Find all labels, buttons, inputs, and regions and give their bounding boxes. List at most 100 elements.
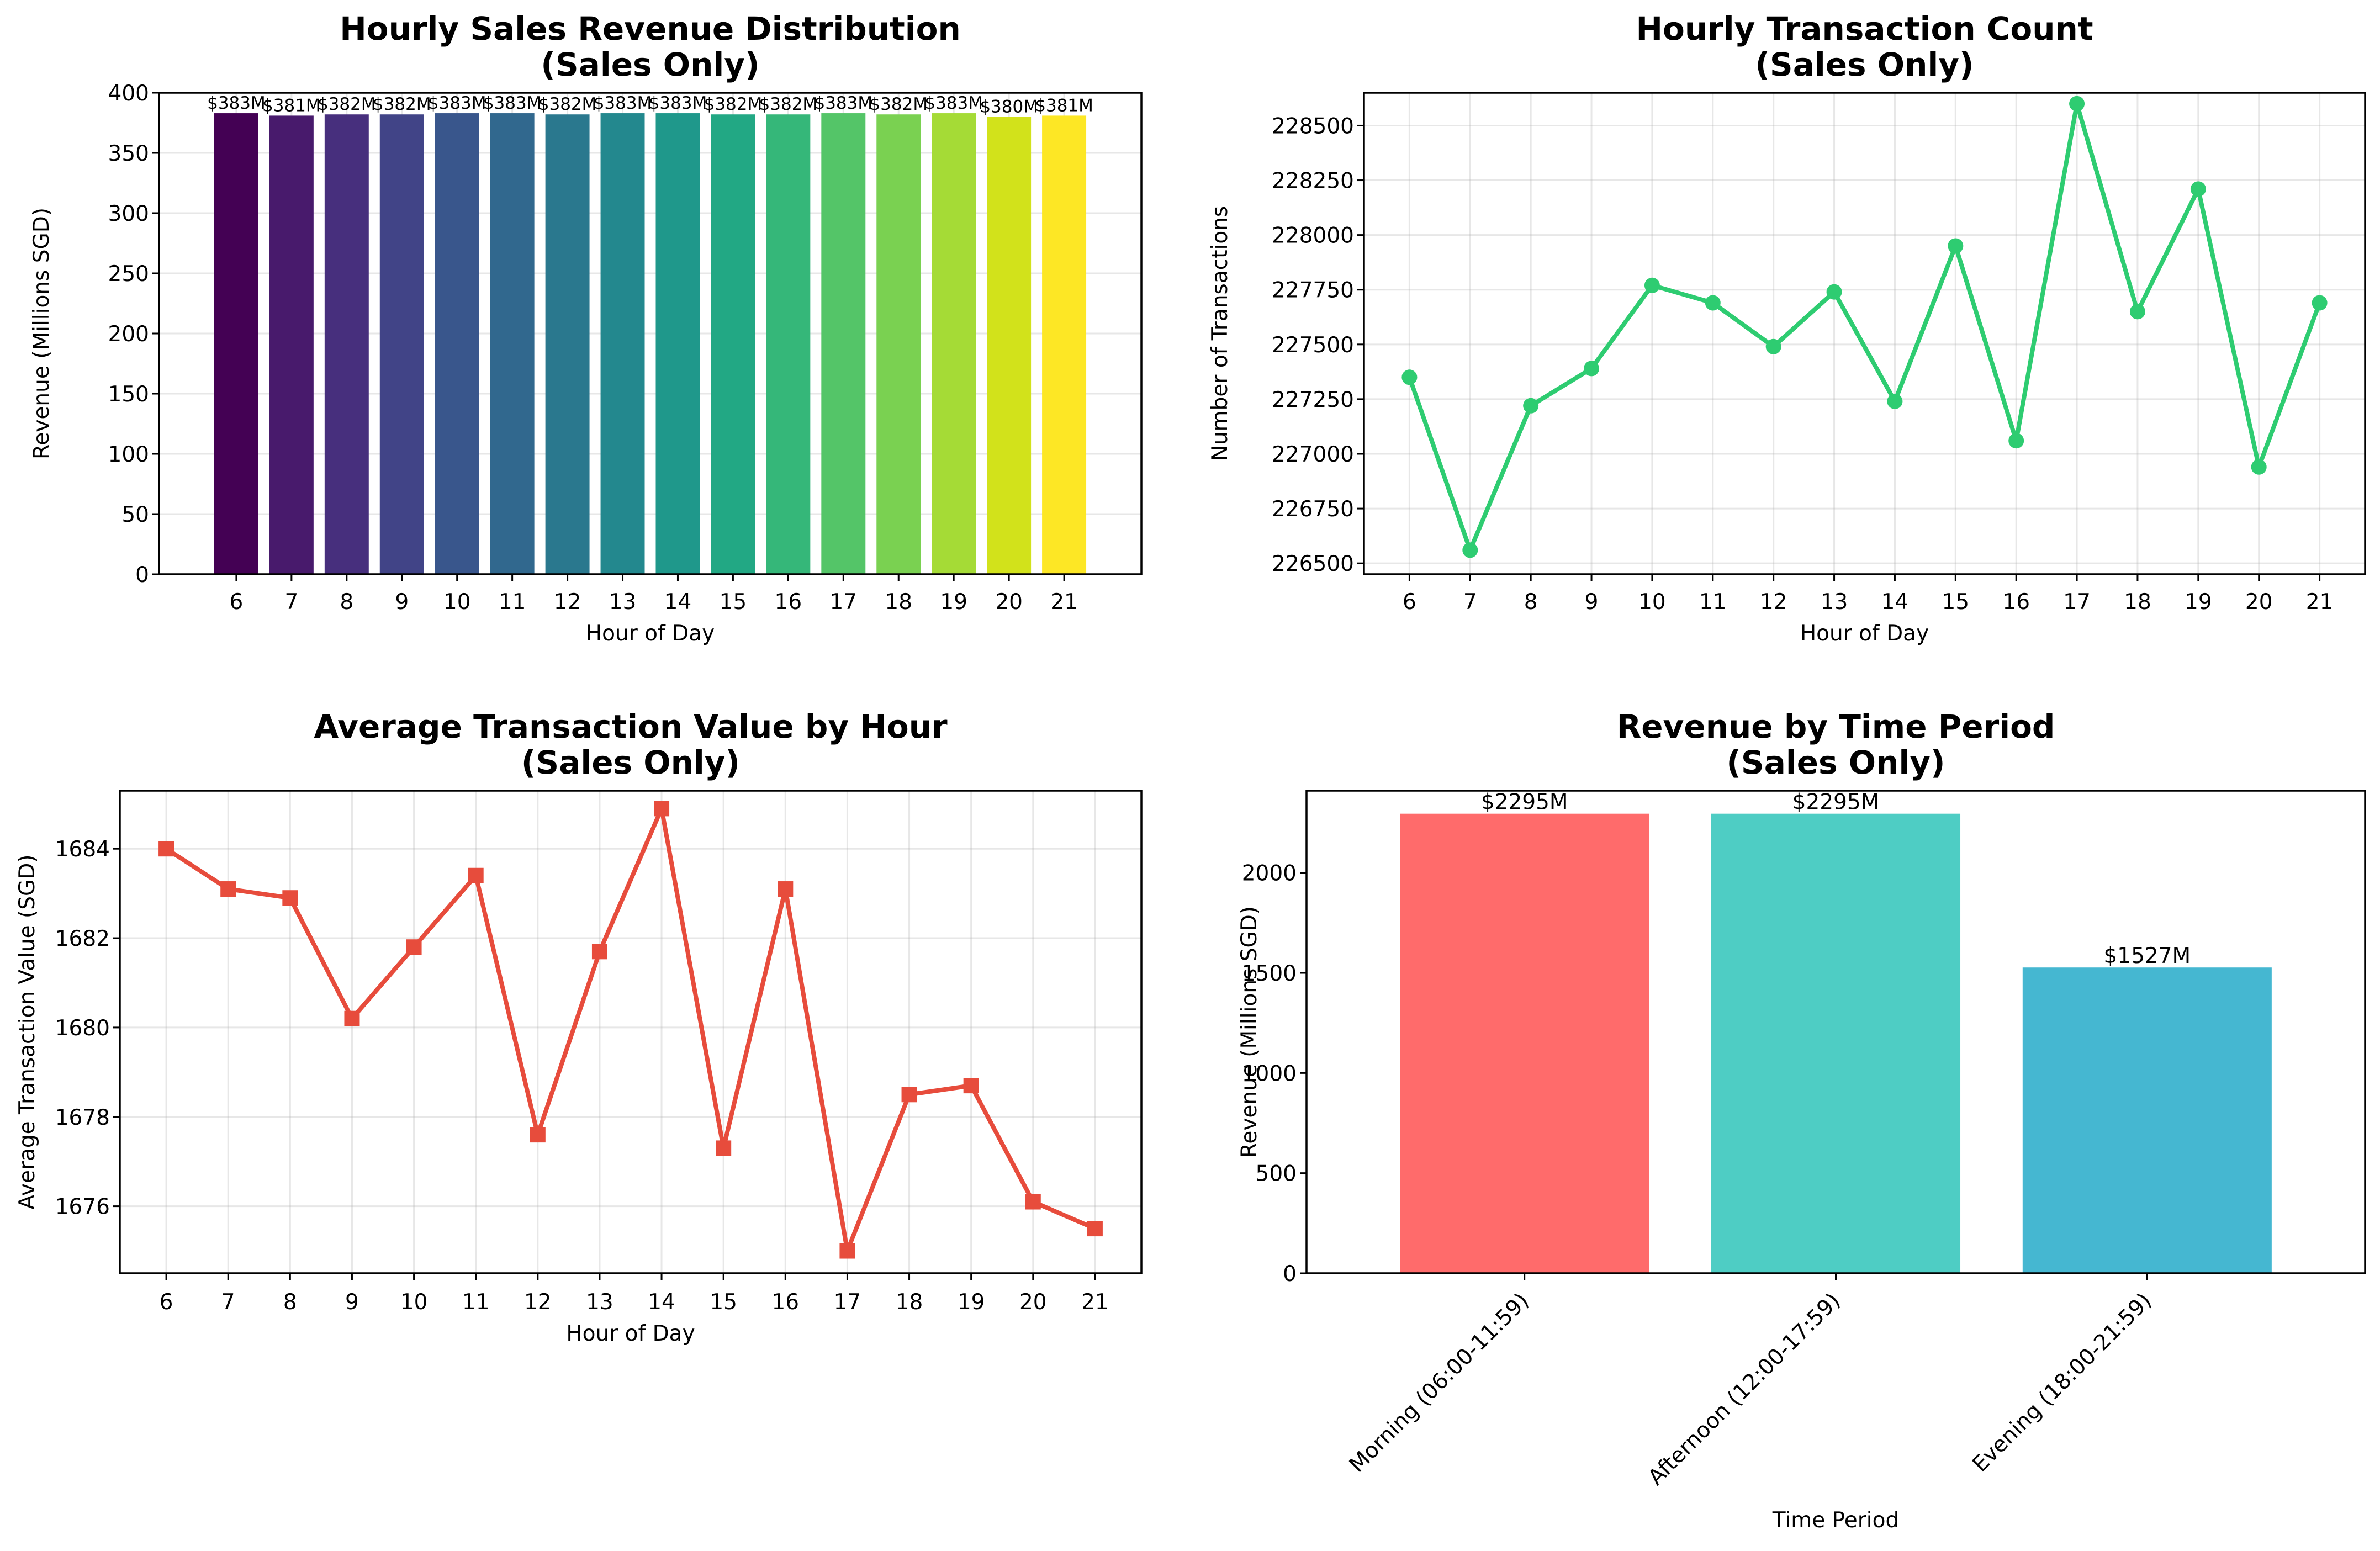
chart2-data-point <box>2312 295 2328 311</box>
chart1-bar <box>324 114 369 575</box>
chart1-bar <box>876 114 921 575</box>
chart4-ytick-label: 1500 <box>1242 961 1297 986</box>
chart1-bar <box>545 114 590 575</box>
chart1-ytick-label: 100 <box>108 442 149 467</box>
chart1-ytick-label: 150 <box>108 382 149 407</box>
chart4-bar <box>1711 813 1961 1273</box>
chart2-subtitle: (Sales Only) <box>1755 46 1974 83</box>
chart1-ytick-label: 300 <box>108 202 149 226</box>
chart3-data-point <box>1087 1221 1103 1237</box>
chart2-data-point <box>1887 393 1903 409</box>
chart2-x-axis-label: Hour of Day <box>1800 621 1929 646</box>
chart3-data-point <box>158 841 174 857</box>
chart3-data-point <box>591 944 607 960</box>
chart4-ytick-label: 500 <box>1256 1162 1297 1187</box>
chart2-xtick-label: 19 <box>2185 590 2212 615</box>
chart4-bar <box>2022 967 2272 1273</box>
chart3-xtick-label: 6 <box>160 1290 173 1315</box>
chart1-bar-value-label: $383M <box>207 93 266 113</box>
chart1-subtitle: (Sales Only) <box>541 46 759 83</box>
chart2-ytick-label: 226500 <box>1272 552 1354 576</box>
chart1-x-axis-label: Hour of Day <box>586 621 715 646</box>
chart3-xtick-label: 16 <box>771 1290 799 1315</box>
chart3-ytick-label: 1676 <box>55 1195 110 1220</box>
chart3-series-line <box>165 806 1096 1253</box>
chart2-data-point <box>1401 369 1418 385</box>
chart1-ytick-label: 350 <box>108 141 149 166</box>
chart4-bar-value-label: $1527M <box>2103 944 2191 968</box>
chart4-xtick-label: Morning (06:00-11:59) <box>1345 1288 1534 1478</box>
chart1-bar <box>379 114 424 575</box>
chart3-data-point <box>654 801 670 817</box>
chart4-y-axis-label: Revenue (Millions SGD) <box>1237 906 1262 1158</box>
chart4-ytick-label: 0 <box>1283 1262 1297 1287</box>
chart2-data-point <box>2069 96 2085 112</box>
chart1-xtick-label: 6 <box>230 590 244 615</box>
chart2-data-point <box>1462 542 1478 558</box>
chart1-bar <box>987 117 1032 575</box>
chart3-xtick-label: 13 <box>586 1290 613 1315</box>
chart1-xtick-label: 17 <box>829 590 857 615</box>
chart4-title: Revenue by Time Period <box>1617 708 2055 745</box>
chart1-xtick-label: 9 <box>395 590 409 615</box>
chart3-data-point <box>901 1087 917 1103</box>
chart2-xtick-label: 8 <box>1524 590 1538 615</box>
chart3-data-point <box>406 939 422 955</box>
chart2-y-axis-label: Number of Transactions <box>1208 206 1233 461</box>
chart2-xtick-label: 20 <box>2245 590 2273 615</box>
chart2-ytick-label: 228000 <box>1272 224 1354 248</box>
chart1-bar <box>932 113 976 574</box>
chart2-xtick-label: 16 <box>2002 590 2030 615</box>
chart1-bar <box>435 113 479 574</box>
chart2-xtick-label: 6 <box>1403 590 1416 615</box>
chart2-ytick-label: 228250 <box>1272 169 1354 194</box>
chart2-ytick-label: 226750 <box>1272 497 1354 522</box>
chart2-data-point <box>2190 181 2206 197</box>
chart3-xtick-label: 9 <box>345 1290 359 1315</box>
chart3-ytick-label: 1680 <box>55 1016 110 1041</box>
chart1-xtick-label: 8 <box>340 590 353 615</box>
chart2-xtick-label: 11 <box>1699 590 1727 615</box>
chart3-xtick-label: 10 <box>400 1290 428 1315</box>
chart1-bar <box>600 113 645 574</box>
chart3-xtick-label: 7 <box>221 1290 235 1315</box>
chart2-xtick-label: 21 <box>2306 590 2334 615</box>
chart2-data-point <box>1705 295 1721 311</box>
chart4-bar <box>1400 813 1649 1273</box>
chart1-bar-value-label: $382M <box>704 94 763 114</box>
chart1-bar <box>655 113 700 574</box>
chart2-data-point <box>1644 277 1660 293</box>
chart1-bar <box>766 114 811 575</box>
chart1-bar-value-label: $381M <box>262 96 321 115</box>
chart1-xtick-label: 21 <box>1050 590 1078 615</box>
chart3-data-point <box>530 1127 546 1143</box>
chart1-bar-value-label: $381M <box>1035 96 1093 115</box>
chart2-ytick-label: 228500 <box>1272 114 1354 139</box>
chart1-xtick-label: 11 <box>499 590 526 615</box>
chart3-xtick-label: 12 <box>524 1290 552 1315</box>
chart4-ytick-label: 2000 <box>1242 861 1297 886</box>
chart1-bar-value-label: $383M <box>924 93 983 113</box>
chart2-ytick-label: 227750 <box>1272 278 1354 303</box>
chart2-data-point <box>1523 398 1539 414</box>
chart1-ytick-label: 200 <box>108 322 149 347</box>
chart2-xtick-label: 18 <box>2124 590 2151 615</box>
chart1-bar <box>214 113 258 574</box>
chart3-data-point <box>778 881 794 897</box>
chart1-xtick-label: 15 <box>720 590 747 615</box>
chart1-xtick-label: 18 <box>885 590 912 615</box>
chart1-bar <box>490 113 535 574</box>
chart1-xtick-label: 13 <box>609 590 637 615</box>
chart2-data-point <box>2129 304 2145 320</box>
chart1-xtick-label: 20 <box>995 590 1023 615</box>
chart3-title: Average Transaction Value by Hour <box>314 708 948 745</box>
chart4-bar-value-label: $2295M <box>1792 790 1880 815</box>
chart3-axes-frame <box>119 790 1143 1274</box>
chart1-bar <box>711 114 755 575</box>
chart3-ytick-label: 1678 <box>55 1105 110 1130</box>
chart2-xtick-label: 10 <box>1638 590 1666 615</box>
chart1-ytick-label: 50 <box>121 502 149 527</box>
chart4-x-axis-label: Time Period <box>1772 1508 1899 1533</box>
chart3-data-point <box>468 867 484 883</box>
